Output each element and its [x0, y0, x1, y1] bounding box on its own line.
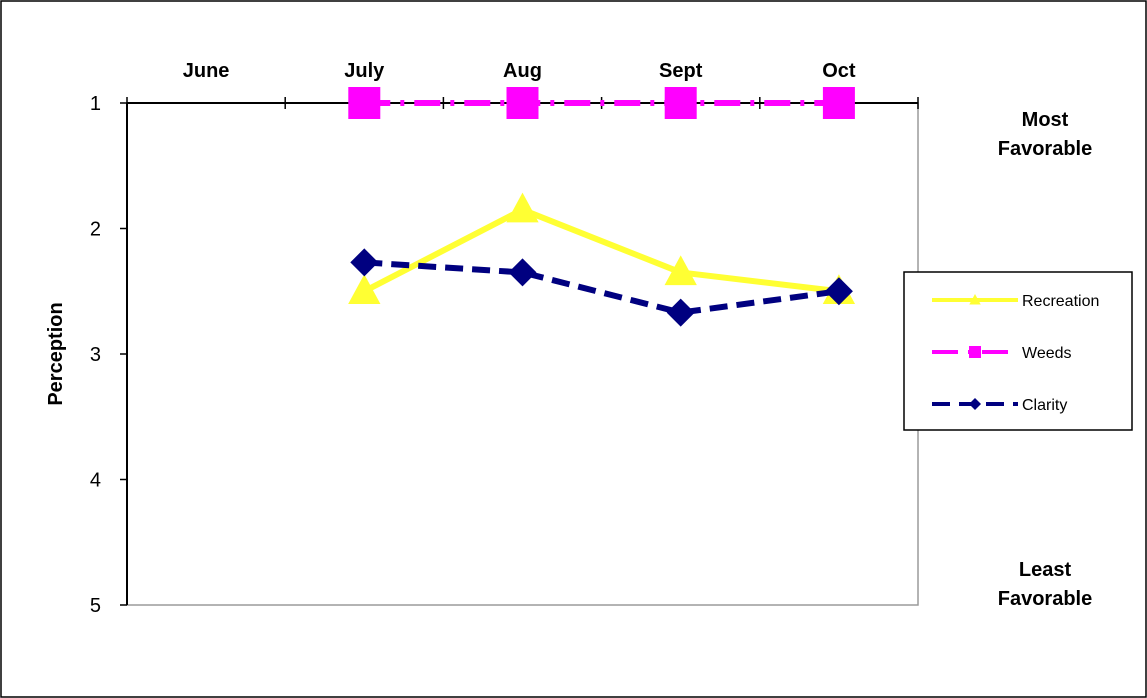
- data-point-weeds-sept: [664, 87, 697, 119]
- y-tick-label: 3: [90, 344, 101, 366]
- annotation-most-favorable: Favorable: [998, 138, 1092, 160]
- data-point-weeds-july: [348, 87, 381, 119]
- x-tick-label-oct: Oct: [822, 60, 856, 82]
- y-tick-label: 5: [90, 595, 101, 617]
- data-point-clarity-july: [350, 248, 379, 277]
- data-point-recreation-aug: [506, 192, 539, 223]
- data-point-weeds-aug: [506, 87, 539, 119]
- annotation-least-favorable: Favorable: [998, 588, 1092, 610]
- data-point-clarity-oct: [824, 277, 853, 306]
- x-tick-label-aug: Aug: [503, 60, 542, 82]
- legend-item-weeds: Weeds: [932, 345, 1072, 362]
- series-layer: [348, 87, 856, 327]
- x-tick-label-june: June: [183, 60, 230, 82]
- data-point-recreation-july: [348, 274, 381, 304]
- series-weeds: [348, 87, 855, 119]
- data-point-weeds-oct: [822, 87, 855, 119]
- legend: Recreation Weeds Clarity: [903, 271, 1133, 431]
- legend-item-clarity: Clarity: [932, 397, 1067, 414]
- legend-marker: [969, 294, 981, 305]
- legend-label: Weeds: [1022, 345, 1072, 362]
- data-point-clarity-aug: [508, 258, 537, 287]
- legend-label: Clarity: [1022, 397, 1067, 414]
- y-axis-label: Perception: [45, 302, 67, 405]
- data-point-clarity-sept: [666, 298, 695, 327]
- annotations: Most Favorable Least Favorable: [998, 109, 1092, 610]
- legend-label: Recreation: [1022, 293, 1099, 310]
- legend-marker: [969, 346, 981, 358]
- x-tick-label-sept: Sept: [659, 60, 703, 82]
- legend-item-recreation: Recreation: [932, 293, 1099, 310]
- x-tick-label-july: July: [344, 60, 385, 82]
- data-point-recreation-sept: [664, 255, 697, 286]
- annotation-least-favorable: Least: [1019, 559, 1072, 581]
- y-tick-label: 2: [90, 219, 101, 241]
- annotation-most-favorable: Most: [1022, 109, 1069, 131]
- legend-marker: [969, 398, 981, 410]
- y-tick-label: 4: [90, 470, 101, 492]
- y-tick-label: 1: [90, 93, 101, 115]
- series-clarity: [350, 248, 853, 327]
- series-line-recreation: [362, 206, 840, 295]
- y-axis: 1 2 3 4 5: [90, 93, 128, 617]
